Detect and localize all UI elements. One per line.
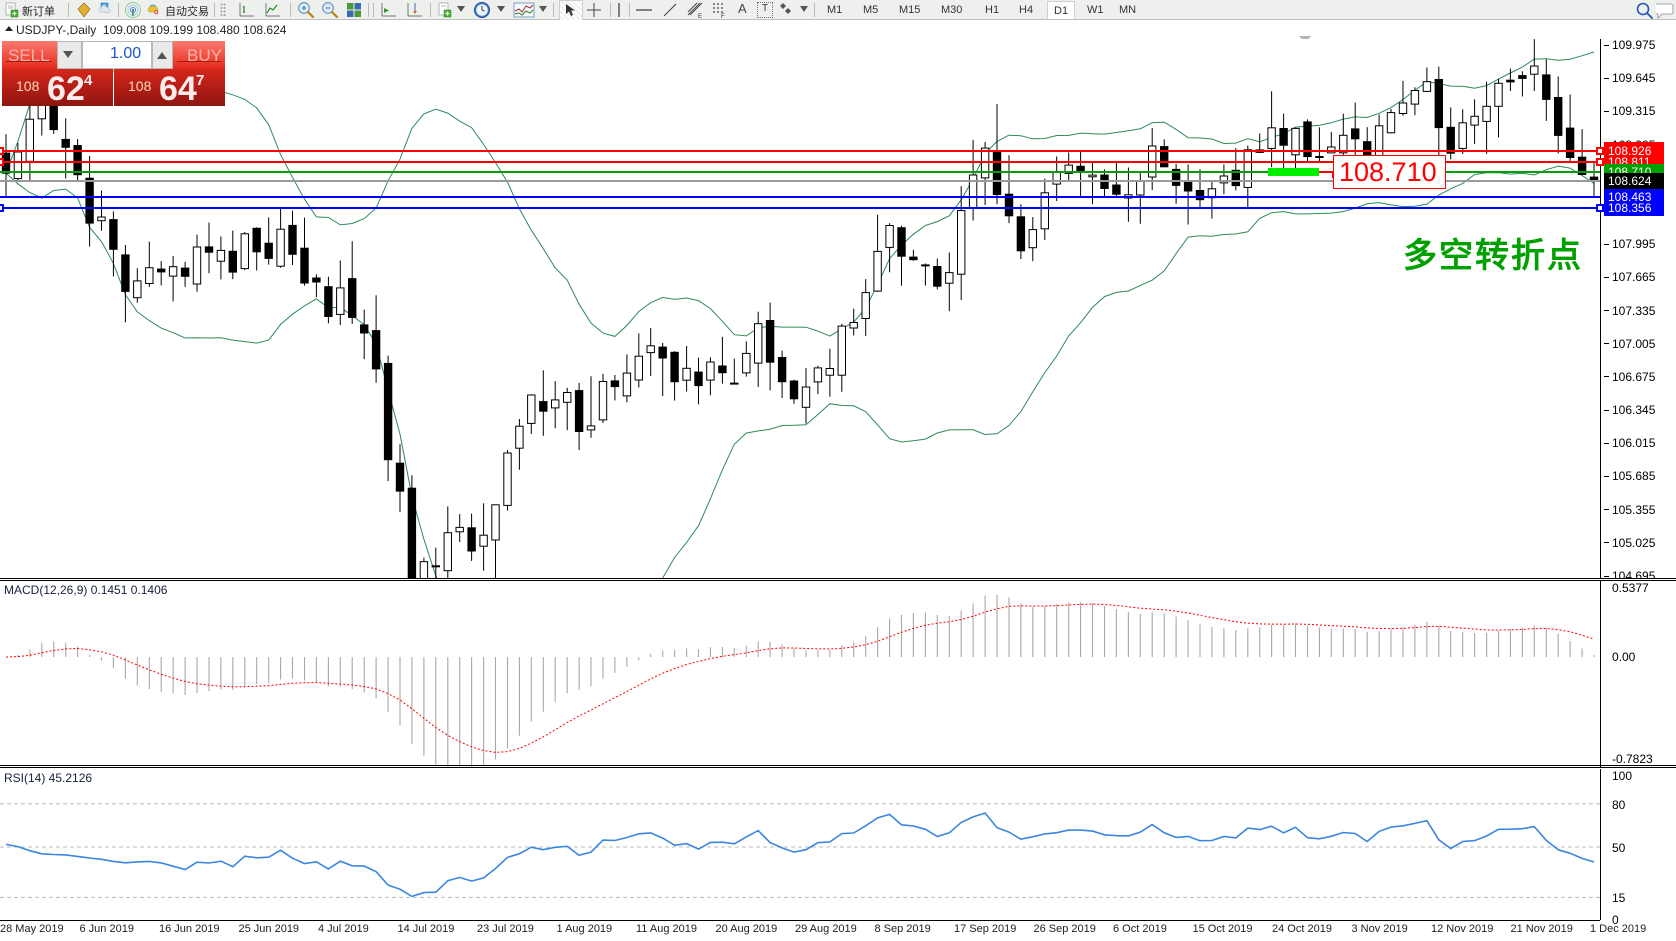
svg-text:E: E xyxy=(698,14,702,19)
svg-text:F: F xyxy=(721,14,725,18)
